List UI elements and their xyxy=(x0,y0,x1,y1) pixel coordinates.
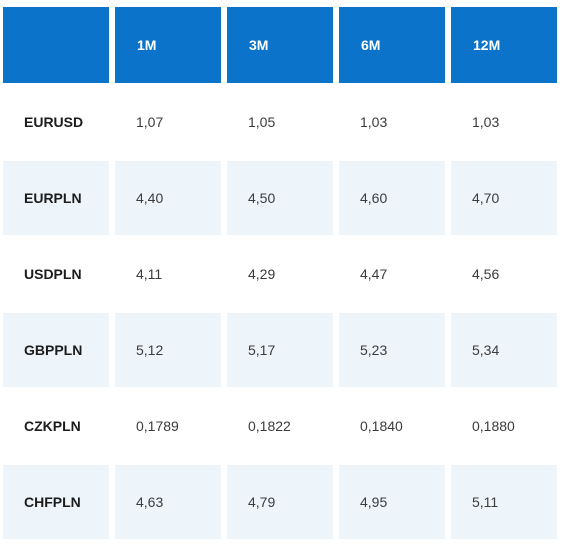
value-cell: 4,47 xyxy=(360,266,388,282)
header-cell-3m: 3M xyxy=(227,7,333,83)
value-cell: 4,40 xyxy=(115,161,221,235)
header-cell-6m: 6M xyxy=(339,7,445,83)
value-cell: 4,95 xyxy=(339,465,445,539)
table-row: USDPLN 4,11 4,29 4,47 4,56 xyxy=(3,237,558,311)
value-cell: 4,60 xyxy=(339,161,445,235)
forecast-table: 1M 3M 6M 12M EURUSD 1,07 1,05 1,03 1,03 … xyxy=(3,7,558,541)
value-cell: 0,1880 xyxy=(472,418,515,434)
value-cell: 5,23 xyxy=(339,313,445,387)
value-cell: 0,1822 xyxy=(248,418,291,434)
value-cell: 1,07 xyxy=(136,114,164,130)
value-cell: 4,11 xyxy=(136,266,163,282)
pair-label: CHFPLN xyxy=(3,465,109,539)
value-cell: 0,1789 xyxy=(136,418,179,434)
table-row: EURPLN 4,40 4,50 4,60 4,70 xyxy=(3,161,558,235)
value-cell: 4,79 xyxy=(227,465,333,539)
value-cell: 5,17 xyxy=(227,313,333,387)
table-row: EURUSD 1,07 1,05 1,03 1,03 xyxy=(3,85,558,159)
value-cell: 1,03 xyxy=(360,114,388,130)
value-cell: 4,70 xyxy=(451,161,557,235)
value-cell: 4,63 xyxy=(115,465,221,539)
table-header-row: 1M 3M 6M 12M xyxy=(3,7,558,83)
value-cell: 5,12 xyxy=(115,313,221,387)
value-cell: 0,1840 xyxy=(360,418,403,434)
pair-label: EURUSD xyxy=(24,114,84,130)
value-cell: 1,03 xyxy=(472,114,500,130)
pair-label: USDPLN xyxy=(24,266,82,282)
pair-label: CZKPLN xyxy=(24,418,81,434)
value-cell: 4,50 xyxy=(227,161,333,235)
header-cell-empty xyxy=(3,7,109,83)
header-cell-12m: 12M xyxy=(451,7,557,83)
value-cell: 4,29 xyxy=(248,266,276,282)
value-cell: 1,05 xyxy=(248,114,276,130)
value-cell: 5,34 xyxy=(451,313,557,387)
value-cell: 4,56 xyxy=(472,266,500,282)
table-row: GBPPLN 5,12 5,17 5,23 5,34 xyxy=(3,313,558,387)
value-cell: 5,11 xyxy=(451,465,557,539)
table-row: CZKPLN 0,1789 0,1822 0,1840 0,1880 xyxy=(3,389,558,463)
pair-label: EURPLN xyxy=(3,161,109,235)
table-row: CHFPLN 4,63 4,79 4,95 5,11 xyxy=(3,465,558,539)
pair-label: GBPPLN xyxy=(3,313,109,387)
header-cell-1m: 1M xyxy=(115,7,221,83)
